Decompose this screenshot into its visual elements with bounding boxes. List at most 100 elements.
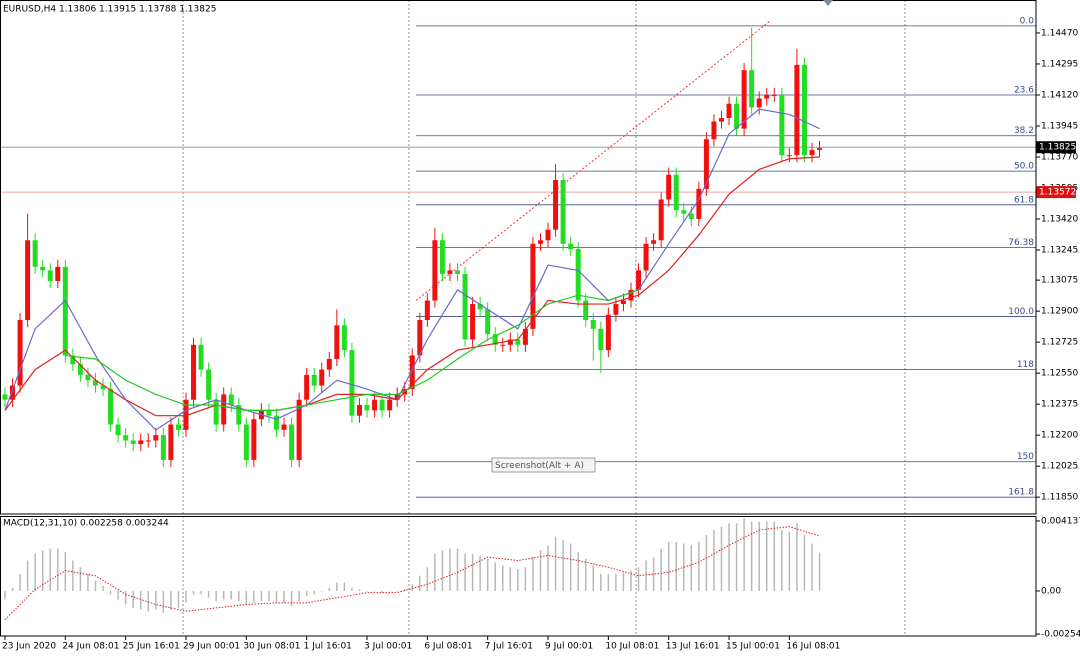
candle-body [25,240,31,320]
fib-label: 150 [1017,452,1034,462]
macd-bar [720,526,723,591]
macd-bar [102,585,104,591]
candle-body [334,325,340,359]
macd-bar [305,590,308,597]
x-tick-label: 23 Jun 2020 [2,642,56,652]
macd-bar [207,590,210,598]
candle-body [447,270,453,274]
macd-bar [803,535,806,591]
x-tick-label: 9 Jul 00:01 [545,642,593,652]
main-panel-frame [0,0,1037,515]
macd-bar [328,587,331,591]
macd-bar [735,523,738,591]
candle-body [168,424,174,460]
candle-body [92,380,98,386]
x-tick-label: 13 Jul 16:01 [666,642,720,652]
candle-body [304,374,310,400]
candle-body [319,369,325,386]
y-tick-label: 1.13245 [1041,246,1078,256]
candle-body [786,155,792,157]
macd-bar [366,590,368,592]
moving-average [65,289,639,411]
macd-bar [811,543,813,591]
macd-bar [139,590,142,610]
macd-bar [72,560,74,591]
macd-bar [411,584,414,591]
macd-bar [690,545,693,591]
candle-body [62,266,68,356]
macd-bar [517,568,519,591]
macd-y-tick-label: 0.004137 [1041,516,1080,526]
candle-body [439,240,445,274]
candle-body [613,304,619,315]
candle-body [605,314,611,351]
price-tag-label: 1.13825 [1039,143,1076,153]
candle-body [771,94,777,96]
candle-body [387,399,393,411]
moving-average [4,108,820,431]
candle-body [658,199,664,241]
candle-body [718,118,724,122]
candle-body [734,103,740,129]
macd-bar [675,541,677,591]
macd-bar [321,590,323,592]
y-tick-label: 1.12725 [1041,338,1078,348]
candle-body [138,440,144,445]
fib-label: 76.38 [1008,238,1034,248]
candle-body [123,435,129,441]
y-tick-label: 1.12025 [1041,462,1078,472]
macd-bar [230,590,232,600]
candle-body [341,325,347,351]
candle-body [100,385,106,390]
candle-body [485,309,491,335]
candle-body [470,304,476,340]
macd-y-tick-label: 0.00 [1041,586,1061,596]
candle-body [198,344,204,370]
macd-bar [283,590,285,603]
tooltip: Screenshot(Alt + A) [491,457,596,473]
x-tick-label: 3 Jul 00:01 [364,642,412,652]
candle-body [213,399,219,425]
macd-bar [426,567,429,591]
macd-bar [147,590,150,612]
candle-body [55,266,61,282]
candle-body [326,358,332,370]
macd-bar [268,590,270,602]
macd-bar [660,548,662,591]
macd-bar [396,590,398,592]
macd-bar [592,565,595,591]
macd-bar [222,590,225,600]
macd-bar [388,590,391,592]
candle-body [356,405,362,416]
macd-bar [94,580,97,591]
macd-bar [758,521,760,591]
macd-signal [4,526,820,621]
macd-bar [562,540,564,591]
macd-bar [637,567,640,591]
candle-body [296,399,302,460]
macd-bar [34,553,36,591]
macd-bar [765,521,768,591]
macd-bar [532,557,534,591]
macd-bar [743,518,745,591]
macd-bar [607,574,610,591]
candle-body [349,350,355,416]
macd-bar [728,523,730,591]
candle-body [2,394,8,400]
macd-bar [818,552,821,591]
macd-bar [373,590,376,592]
fib-label: 0.0 [1020,16,1035,26]
macd-bar [313,590,315,595]
macd-bar [403,589,406,591]
trendline [415,20,771,301]
candle-body [749,70,755,108]
macd-bar [200,590,202,595]
candle-body [47,270,53,282]
macd-bar [162,590,165,613]
candle-body [696,188,702,219]
tooltip-text: Screenshot(Alt + A) [495,461,584,471]
fib-label: 161.8 [1008,488,1034,498]
y-tick-label: 1.13770 [1041,152,1078,162]
y-tick-label: 1.12900 [1041,307,1078,317]
